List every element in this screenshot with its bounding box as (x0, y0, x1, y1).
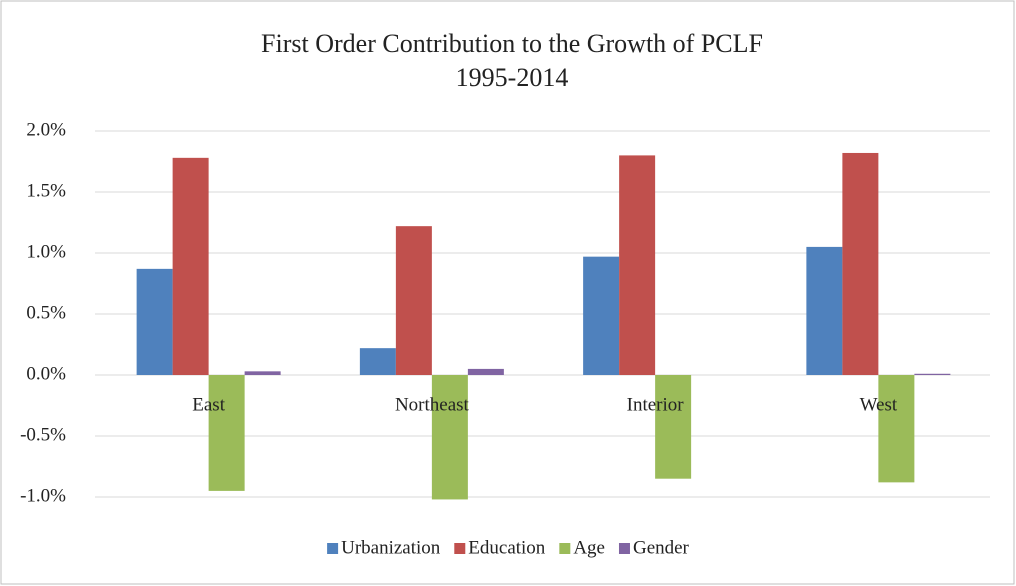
x-tick-label: West (860, 394, 898, 415)
bar (208, 375, 245, 491)
bar (655, 375, 692, 479)
bar (878, 375, 915, 483)
bar (806, 246, 843, 375)
legend-label: Education (468, 537, 546, 558)
legend-swatch (327, 543, 339, 554)
legend-label: Urbanization (341, 537, 441, 558)
bar (842, 152, 879, 375)
y-tick-label: -0.5% (20, 424, 66, 445)
bar (431, 375, 468, 500)
x-tick-label: East (192, 394, 225, 415)
y-tick-label: 0.5% (26, 302, 66, 323)
bar (583, 256, 620, 375)
bar (172, 157, 209, 375)
bar (359, 348, 396, 375)
bar (467, 368, 504, 375)
bar (136, 268, 173, 375)
legend-swatch (559, 543, 571, 554)
chart-subtitle: 1995-2014 (456, 63, 569, 92)
legend-label: Gender (633, 537, 690, 558)
y-tick-label: 0.0% (26, 363, 66, 384)
chart-title: First Order Contribution to the Growth o… (261, 29, 763, 58)
bar (244, 371, 281, 375)
y-tick-label: 1.0% (26, 241, 66, 262)
x-tick-label: Northeast (395, 394, 470, 415)
bar (395, 226, 432, 375)
legend-swatch (454, 543, 466, 554)
legend-label: Age (573, 537, 605, 558)
y-tick-label: -1.0% (20, 485, 66, 506)
x-tick-label: Interior (627, 394, 685, 415)
legend-swatch (618, 543, 630, 554)
bar (914, 373, 951, 375)
y-tick-label: 1.5% (26, 180, 66, 201)
bar (619, 155, 656, 375)
y-tick-label: 2.0% (26, 119, 66, 140)
